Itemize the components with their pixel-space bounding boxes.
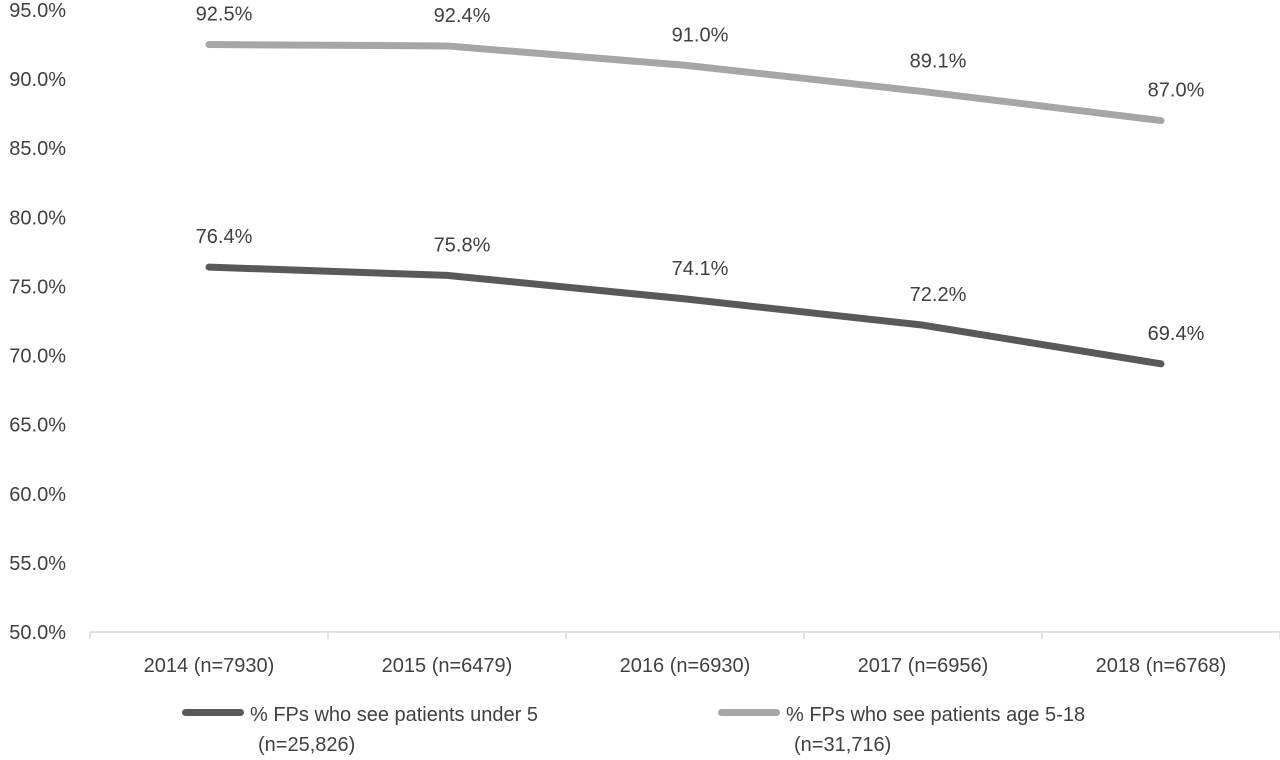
legend: % FPs who see patients under 5 (n=25,826… <box>0 700 1280 757</box>
legend-item-age-5-18: % FPs who see patients age 5-18 (n=31,71… <box>718 700 1146 760</box>
data-label: 92.4% <box>434 5 491 27</box>
data-label: 89.1% <box>910 51 967 73</box>
legend-swatch-under-5 <box>182 709 244 716</box>
x-tick-label: 2017 (n=6956) <box>858 655 989 677</box>
legend-label-under-5-line1: % FPs who see patients under 5 <box>250 704 538 726</box>
x-axis: 2014 (n=7930) 2015 (n=6479) 2016 (n=6930) 2… <box>89 631 1280 677</box>
data-label: 69.4% <box>1148 323 1205 345</box>
data-label: 92.5% <box>196 4 253 26</box>
series-line-1 <box>205 41 1165 125</box>
y-tick-label: 70.0% <box>9 346 66 368</box>
series-layer <box>205 41 1165 368</box>
x-tick-label: 2018 (n=6768) <box>1096 655 1227 677</box>
legend-swatch-age-5-18 <box>718 709 780 716</box>
series-line-0 <box>205 263 1165 368</box>
y-tick-label: 55.0% <box>9 553 66 575</box>
data-label: 91.0% <box>672 24 729 46</box>
y-tick-label: 95.0% <box>9 0 66 22</box>
data-label: 87.0% <box>1148 80 1205 102</box>
legend-label-age-5-18-line2: (n=31,716) <box>794 734 892 756</box>
y-tick-label: 60.0% <box>9 484 66 506</box>
data-label-layer: 76.4% 75.8% 74.1% 72.2% 69.4% 92.5% 92.4% 91.0%… <box>196 4 1205 345</box>
data-label: 76.4% <box>196 226 253 248</box>
legend-label-age-5-18-line1: % FPs who see patients age 5-18 <box>786 704 1086 726</box>
legend-item-under-5: % FPs who see patients under 5 (n=25,826… <box>182 700 610 760</box>
legend-label-under-5-line2: (n=25,826) <box>258 734 356 756</box>
y-tick-label: 85.0% <box>9 138 66 160</box>
line-chart: 50.0% 55.0% 60.0% 65.0% 70.0% 75.0% 80.0% 85.0%… <box>9 0 1280 677</box>
data-label: 72.2% <box>910 284 967 306</box>
y-tick-label: 75.0% <box>9 276 66 298</box>
y-axis: 50.0% 55.0% 60.0% 65.0% 70.0% 75.0% 80.0% 85.0%… <box>9 0 66 644</box>
x-tick-label: 2016 (n=6930) <box>620 655 751 677</box>
x-tick-label: 2014 (n=7930) <box>144 655 275 677</box>
y-tick-label: 65.0% <box>9 415 66 437</box>
y-tick-label: 80.0% <box>9 207 66 229</box>
data-label: 75.8% <box>434 234 491 256</box>
x-tick-label: 2015 (n=6479) <box>382 655 513 677</box>
y-tick-label: 90.0% <box>9 69 66 91</box>
y-tick-label: 50.0% <box>9 622 66 644</box>
data-label: 74.1% <box>672 258 729 280</box>
